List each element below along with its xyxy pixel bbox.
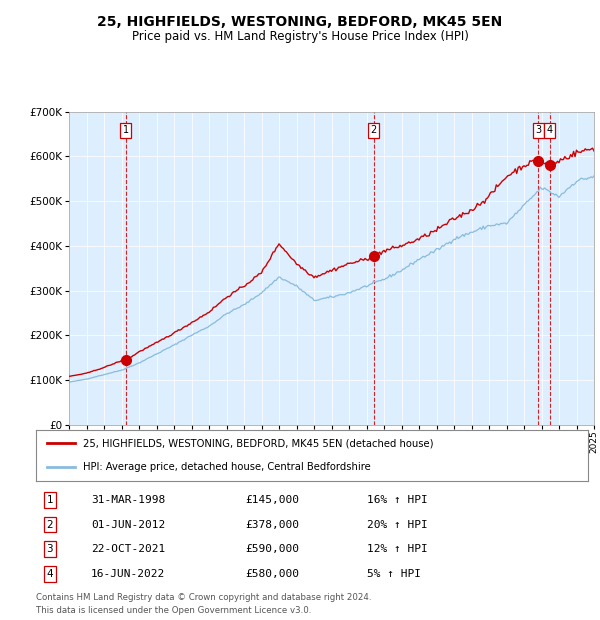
Text: 2: 2: [371, 125, 377, 135]
Text: 31-MAR-1998: 31-MAR-1998: [91, 495, 166, 505]
Text: 3: 3: [535, 125, 541, 135]
Text: 25, HIGHFIELDS, WESTONING, BEDFORD, MK45 5EN: 25, HIGHFIELDS, WESTONING, BEDFORD, MK45…: [97, 16, 503, 30]
Text: £378,000: £378,000: [246, 520, 300, 529]
Text: 16-JUN-2022: 16-JUN-2022: [91, 569, 166, 578]
Text: HPI: Average price, detached house, Central Bedfordshire: HPI: Average price, detached house, Cent…: [83, 462, 371, 472]
Text: £145,000: £145,000: [246, 495, 300, 505]
Text: 4: 4: [547, 125, 553, 135]
Text: 01-JUN-2012: 01-JUN-2012: [91, 520, 166, 529]
Text: 4: 4: [46, 569, 53, 578]
Text: 25, HIGHFIELDS, WESTONING, BEDFORD, MK45 5EN (detached house): 25, HIGHFIELDS, WESTONING, BEDFORD, MK45…: [83, 438, 433, 448]
Text: Contains HM Land Registry data © Crown copyright and database right 2024.: Contains HM Land Registry data © Crown c…: [36, 593, 371, 603]
Text: 1: 1: [46, 495, 53, 505]
Text: 1: 1: [123, 125, 129, 135]
Text: Price paid vs. HM Land Registry's House Price Index (HPI): Price paid vs. HM Land Registry's House …: [131, 30, 469, 43]
Text: 2: 2: [46, 520, 53, 529]
Text: This data is licensed under the Open Government Licence v3.0.: This data is licensed under the Open Gov…: [36, 606, 311, 616]
Text: £590,000: £590,000: [246, 544, 300, 554]
Text: £580,000: £580,000: [246, 569, 300, 578]
Text: 5% ↑ HPI: 5% ↑ HPI: [367, 569, 421, 578]
Text: 20% ↑ HPI: 20% ↑ HPI: [367, 520, 428, 529]
Text: 3: 3: [46, 544, 53, 554]
Text: 16% ↑ HPI: 16% ↑ HPI: [367, 495, 428, 505]
Text: 12% ↑ HPI: 12% ↑ HPI: [367, 544, 428, 554]
Text: 22-OCT-2021: 22-OCT-2021: [91, 544, 166, 554]
